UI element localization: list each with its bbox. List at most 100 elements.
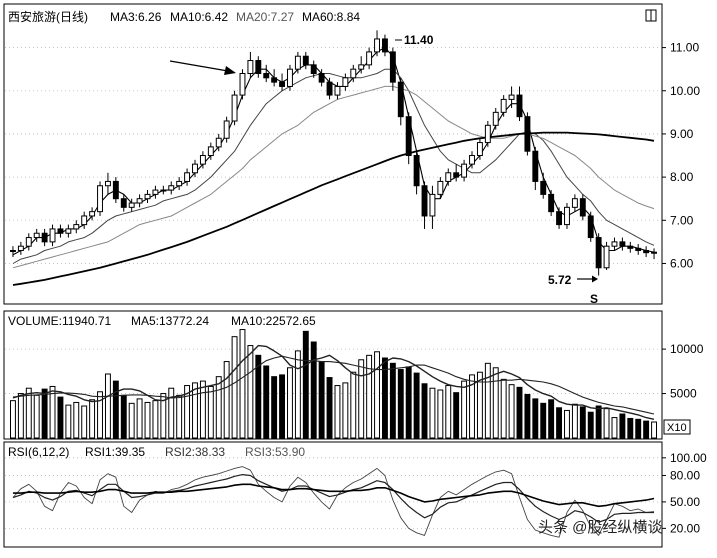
volume-y-axis: 10000 5000 — [662, 342, 704, 401]
ma60-line — [12, 131, 655, 286]
candle-body-up — [199, 155, 206, 165]
candle-body-down — [595, 237, 602, 269]
volume-bar — [215, 376, 222, 439]
candle — [619, 237, 626, 251]
candle — [516, 86, 523, 121]
candle-body-down — [627, 245, 634, 249]
rsi-tick-label: 50.00 — [670, 495, 700, 509]
candle-body-up — [73, 224, 80, 230]
price-tick-label: 7.00 — [670, 213, 694, 227]
volume-bar — [144, 401, 151, 439]
candle-body-up — [429, 193, 436, 217]
candle — [255, 56, 262, 78]
candle — [587, 211, 594, 242]
candle-body-up — [128, 202, 135, 208]
volume-bar — [128, 402, 135, 439]
candle-body-up — [176, 180, 183, 187]
candle-body-down — [540, 180, 547, 195]
candle — [627, 241, 634, 253]
volume-bar — [389, 362, 396, 439]
candle — [358, 56, 365, 74]
candle — [136, 194, 143, 208]
candle-body-down — [413, 155, 420, 187]
watermark: 头条 @股经纵横谈 — [538, 519, 662, 536]
candle-body-up — [136, 198, 143, 204]
candle-body-up — [17, 245, 24, 252]
volume-bar — [318, 361, 325, 439]
candle — [397, 77, 404, 126]
candle — [73, 220, 80, 234]
volume-bar — [160, 393, 167, 439]
low-annotation: 5.72 S — [548, 273, 598, 306]
panel-toggle-icon[interactable] — [645, 9, 657, 22]
volume-bar — [374, 351, 380, 439]
candle — [342, 73, 349, 91]
rsi-tick-label: 20.00 — [670, 521, 700, 535]
volume-moving-averages — [12, 344, 655, 420]
candle — [247, 51, 254, 78]
candle-body-up — [461, 163, 468, 178]
price-panel-frame — [3, 3, 663, 305]
candle-body-up — [571, 198, 578, 208]
candle — [532, 146, 539, 191]
volume-bar — [627, 417, 634, 439]
candle — [429, 185, 436, 229]
candle — [279, 73, 286, 91]
volume-bar — [136, 398, 143, 439]
volume-bar — [564, 409, 570, 439]
volume-bar — [263, 365, 270, 439]
candle — [405, 112, 412, 165]
volume-legend: VOLUME:11940.71 MA5:13772.24 MA10:22572.… — [8, 314, 316, 328]
volume-bar — [350, 371, 357, 439]
volume-bar — [287, 367, 293, 439]
rsi-legend: RSI(6,12,2) RSI1:39.35 RSI2:38.33 RSI3:5… — [8, 445, 305, 459]
candle-body-up — [294, 55, 301, 70]
volume-bar — [587, 411, 594, 439]
volume-bar — [571, 403, 578, 439]
candle-body-up — [192, 163, 198, 174]
volume-panel[interactable]: VOLUME:11940.71 MA5:13772.24 MA10:22572.… — [3, 310, 704, 440]
volume-tick-label: 5000 — [670, 387, 697, 401]
price-panel[interactable]: 西安旅游(日线) MA3:6.26 MA10:6.42 MA20:7.27 MA… — [3, 3, 700, 306]
volume-bar — [611, 417, 618, 439]
candle-body-down — [263, 72, 270, 79]
candle-body-up — [49, 228, 56, 243]
volume-bar — [429, 387, 436, 439]
candle — [310, 60, 317, 78]
price-tick-label: 10.00 — [670, 84, 700, 98]
candle-body-up — [603, 245, 610, 269]
candle-body-down — [41, 232, 48, 243]
volume-bar — [445, 385, 452, 439]
pointer-arrow — [169, 60, 236, 75]
volume-bar — [651, 421, 657, 439]
volume-bar — [358, 359, 365, 439]
candle — [192, 159, 198, 178]
candle-body-up — [492, 111, 499, 126]
rsi-y-axis: 100.00 80.00 50.00 20.00 — [662, 451, 707, 535]
ma3-line — [12, 47, 655, 256]
candle — [571, 194, 578, 212]
candle — [112, 177, 119, 204]
candle-body-up — [508, 94, 515, 100]
volume-panel-frame — [3, 310, 663, 440]
volume-bar — [524, 393, 531, 439]
candle — [160, 185, 167, 195]
candle-body-down — [326, 81, 333, 96]
candle-body-up — [239, 72, 246, 96]
ma60-label: MA60:8.84 — [302, 10, 360, 24]
volume-bar — [152, 400, 159, 439]
price-tick-label: 9.00 — [670, 127, 694, 141]
candle — [611, 237, 618, 251]
candle-body-down — [524, 116, 531, 152]
rsi-panel[interactable]: RSI(6,12,2) RSI1:39.35 RSI2:38.33 RSI3:5… — [3, 441, 707, 548]
candle — [89, 207, 96, 221]
candle-body-up — [564, 206, 570, 226]
volume-bar — [33, 394, 40, 439]
candle — [302, 51, 309, 70]
volume-bar — [89, 399, 96, 439]
candle — [421, 181, 428, 229]
volume-bar — [548, 399, 555, 439]
volume-bar — [247, 345, 254, 439]
candle-body-up — [374, 38, 380, 53]
volume-bar — [239, 329, 246, 439]
